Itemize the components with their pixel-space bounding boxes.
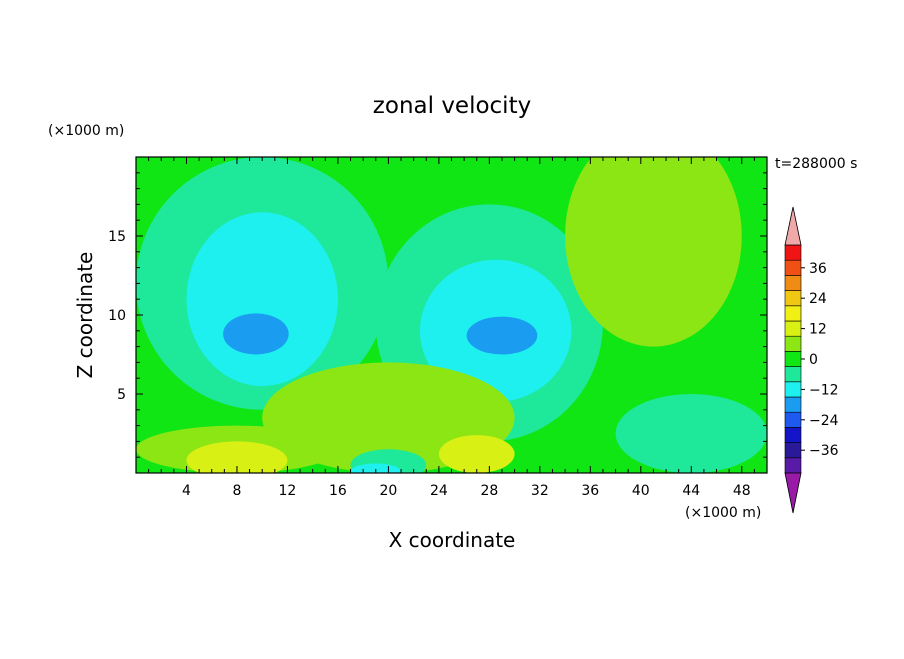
colorbar-swatch <box>784 351 802 367</box>
colorbar-swatch <box>784 244 802 261</box>
contour-region <box>438 435 515 473</box>
y-axis-unit: (×1000 m) <box>48 123 124 139</box>
colorbar-swatch <box>784 411 802 428</box>
colorbar-tick-label: −12 <box>809 382 839 398</box>
colorbar-swatch <box>784 275 802 291</box>
colorbar-swatch <box>784 442 802 459</box>
y-tick-label: 10 <box>108 308 126 324</box>
colorbar-swatch <box>784 305 802 322</box>
colorbar-tick-label: 36 <box>809 261 827 277</box>
x-tick-label: 24 <box>430 483 448 499</box>
velocity-field <box>136 157 767 473</box>
colorbar-swatch <box>784 335 802 352</box>
colorbar-swatch <box>784 320 802 337</box>
colorbar-swatch <box>784 259 802 276</box>
x-tick-label: 44 <box>682 483 700 499</box>
y-tick-label: 5 <box>117 387 126 403</box>
y-tick-label: 15 <box>108 229 126 245</box>
colorbar-swatch <box>784 366 802 383</box>
colorbar: −36 −24 −12 0 12 24 36 <box>784 206 839 514</box>
contour-region <box>466 316 538 355</box>
x-tick-label: 4 <box>182 483 191 499</box>
colorbar-swatch <box>784 457 802 474</box>
contour-region <box>615 394 767 473</box>
colorbar-swatch <box>784 427 802 443</box>
x-tick-label: 12 <box>279 483 297 499</box>
colorbar-under-arrow <box>784 472 802 514</box>
x-tick-label: 8 <box>232 483 241 499</box>
colorbar-tick-label: −24 <box>809 413 839 429</box>
y-axis-ticks: 5 10 15 <box>108 172 767 458</box>
y-axis-label: Z coordinate <box>73 252 97 379</box>
colorbar-tick-label: 24 <box>809 291 827 307</box>
x-tick-label: 36 <box>581 483 599 499</box>
x-axis-ticks: 4 8 12 16 20 24 28 32 36 40 44 48 <box>148 157 755 499</box>
colorbar-swatch <box>784 381 802 398</box>
contour-region <box>565 157 742 347</box>
colorbar-swatch <box>784 396 802 413</box>
time-label: t=288000 s <box>775 156 857 172</box>
contour-region <box>223 313 289 355</box>
x-tick-label: 32 <box>531 483 549 499</box>
x-tick-label: 28 <box>480 483 498 499</box>
colorbar-swatch <box>784 290 802 307</box>
contour-region <box>186 441 288 473</box>
x-tick-label: 20 <box>379 483 397 499</box>
colorbar-tick-label: −36 <box>809 443 839 459</box>
x-axis-unit: (×1000 m) <box>685 505 761 521</box>
x-axis-label: X coordinate <box>389 528 516 552</box>
chart-title: zonal velocity <box>373 93 531 119</box>
colorbar-over-arrow <box>784 206 802 246</box>
colorbar-tick-label: 0 <box>809 352 818 368</box>
contour-region <box>186 212 338 387</box>
x-tick-label: 48 <box>733 483 751 499</box>
colorbar-tick-label: 12 <box>809 322 827 338</box>
x-tick-label: 16 <box>329 483 347 499</box>
x-tick-label: 40 <box>632 483 650 499</box>
